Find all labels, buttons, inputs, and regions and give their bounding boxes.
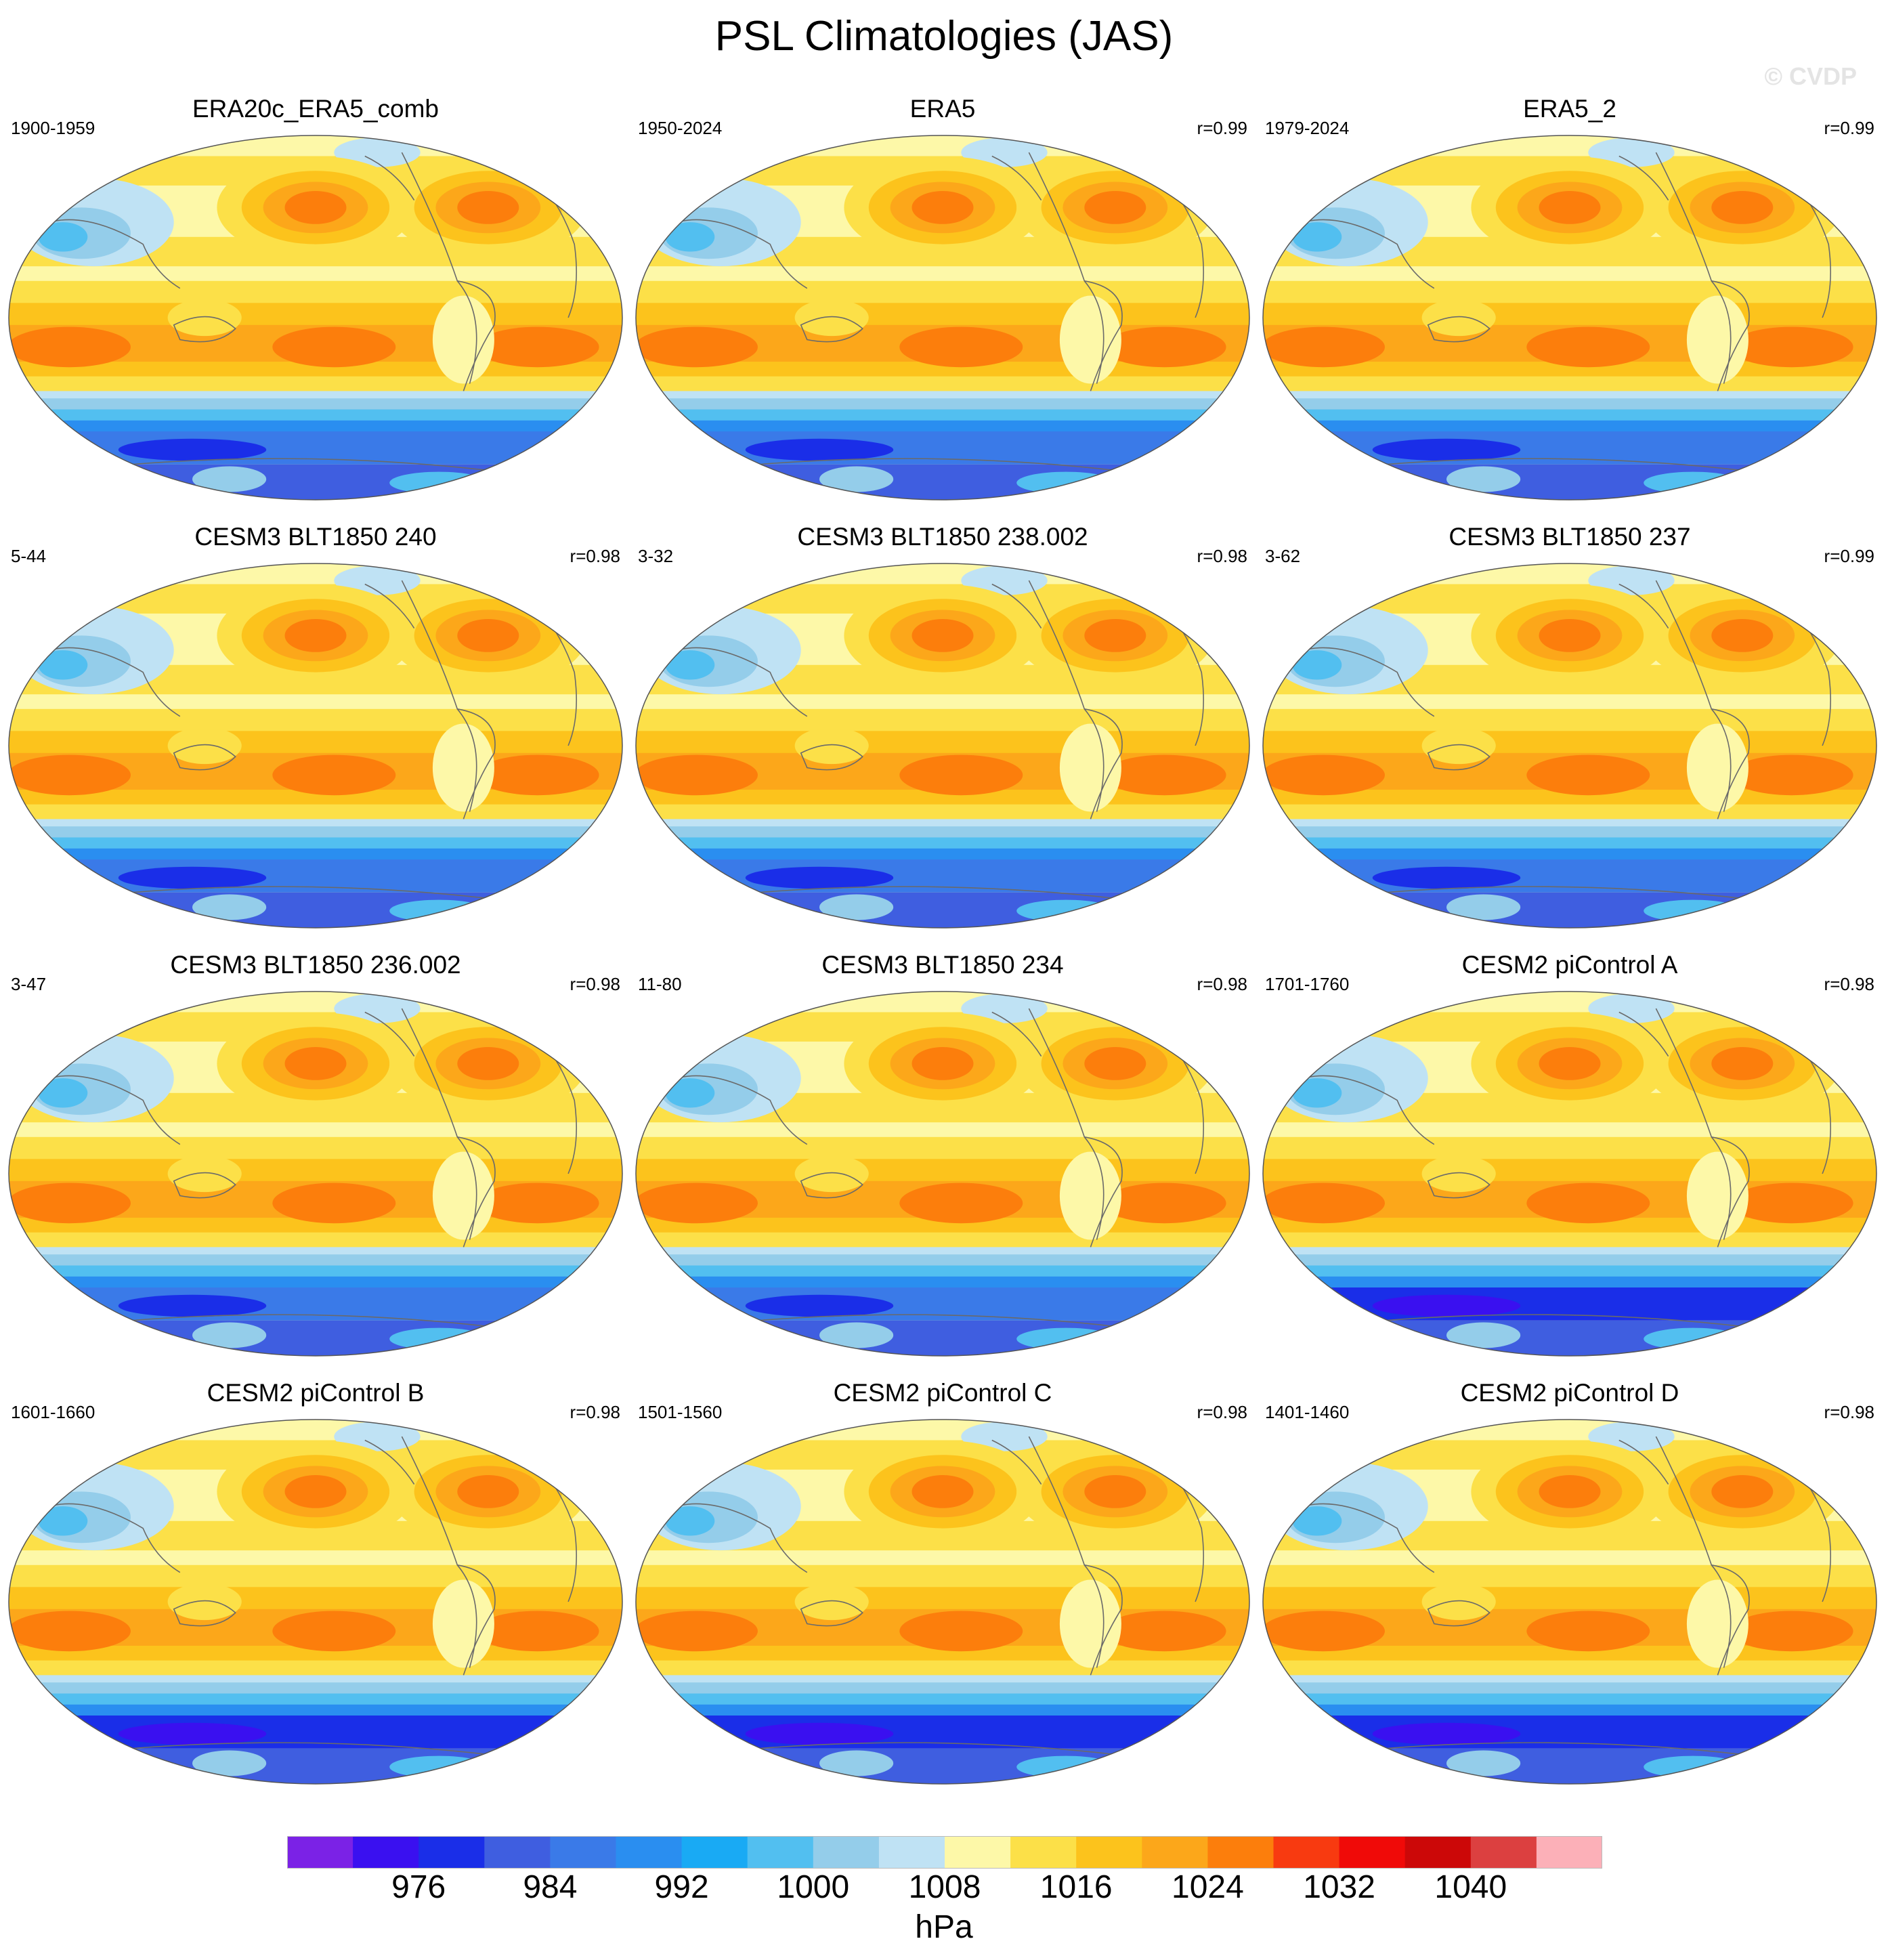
panel-years: 1501-1560 <box>638 1402 723 1422</box>
panel-years: 11-80 <box>638 974 682 994</box>
colorbar-swatch <box>419 1836 485 1869</box>
panel-correlation: r=0.99 <box>1824 546 1874 566</box>
world-map <box>8 563 623 929</box>
map-panel: CESM2 piControl C 1501-1560 r=0.98 <box>631 1379 1254 1806</box>
panel-years: 1979-2024 <box>1265 118 1350 138</box>
panel-correlation: r=0.98 <box>1197 546 1247 566</box>
colorbar-swatch <box>1207 1836 1274 1869</box>
colorbar-swatch <box>1273 1836 1340 1869</box>
colorbar-tick-label: 992 <box>654 1869 709 1905</box>
panel-correlation: r=0.98 <box>570 1402 620 1422</box>
colorbar-tick-label: 1024 <box>1172 1869 1244 1905</box>
world-map <box>1262 991 1877 1357</box>
colorbar-tick-label: 976 <box>391 1869 446 1905</box>
map-panel: CESM2 piControl A 1701-1760 r=0.98 <box>1258 951 1881 1378</box>
colorbar-swatch <box>287 1836 353 1869</box>
panel-correlation: r=0.99 <box>1824 118 1874 138</box>
colorbar-swatch <box>550 1836 616 1869</box>
panel-title: CESM2 piControl D <box>1460 1379 1679 1407</box>
panel-title: ERA5_2 <box>1523 95 1616 123</box>
panel-title: CESM3 BLT1850 238.002 <box>797 523 1088 551</box>
panel-years: 1601-1660 <box>11 1402 95 1422</box>
map-panel: CESM3 BLT1850 236.002 3-47 r=0.98 <box>4 951 627 1378</box>
panel-years: 1401-1460 <box>1265 1402 1350 1422</box>
colorbar-swatch <box>945 1836 1011 1869</box>
colorbar-swatch <box>616 1836 683 1869</box>
map-panel: CESM2 piControl B 1601-1660 r=0.98 <box>4 1379 627 1806</box>
colorbar-tick-label: 1000 <box>777 1869 850 1905</box>
coastlines <box>1292 580 1832 901</box>
world-map <box>635 1419 1250 1785</box>
map-panel: CESM3 BLT1850 234 11-80 r=0.98 <box>631 951 1254 1378</box>
colorbar-swatch <box>1076 1836 1142 1869</box>
map-panel: CESM3 BLT1850 238.002 3-32 r=0.98 <box>631 523 1254 950</box>
colorbar-tick-label: 1008 <box>908 1869 981 1905</box>
world-map <box>8 135 623 500</box>
map-panel: CESM2 piControl D 1401-1460 r=0.98 <box>1258 1379 1881 1806</box>
panel-years: 3-62 <box>1265 546 1301 566</box>
world-map <box>1262 563 1877 929</box>
world-map <box>8 991 623 1357</box>
colorbar-tick-label: 984 <box>523 1869 578 1905</box>
colorbar-units: hPa <box>915 1909 973 1945</box>
panel-years: 5-44 <box>11 546 47 566</box>
colorbar-swatch <box>1536 1836 1602 1869</box>
colorbar-tick-label: 1040 <box>1434 1869 1507 1905</box>
panel-title: CESM2 piControl B <box>207 1379 425 1407</box>
map-panel: ERA20c_ERA5_comb 1900-1959 <box>4 95 627 521</box>
colorbar-swatch <box>813 1836 880 1869</box>
panel-years: 1900-1959 <box>11 118 95 138</box>
colorbar-swatch <box>747 1836 814 1869</box>
coastlines <box>1292 1436 1832 1757</box>
colorbar <box>287 1836 1602 1869</box>
colorbar-swatch <box>1470 1836 1537 1869</box>
colorbar-swatch <box>1404 1836 1472 1869</box>
panel-correlation: r=0.98 <box>1197 974 1247 994</box>
colorbar-swatch <box>1339 1836 1406 1869</box>
panel-title: CESM3 BLT1850 237 <box>1449 523 1691 551</box>
panel-title: CESM2 piControl C <box>833 1379 1052 1407</box>
map-panel: ERA5 1950-2024 r=0.99 <box>631 95 1254 521</box>
watermark: © CVDP <box>1764 62 1857 90</box>
panel-title: ERA20c_ERA5_comb <box>192 95 439 123</box>
panel-title: CESM3 BLT1850 240 <box>194 523 437 551</box>
colorbar-swatch <box>1010 1836 1077 1869</box>
world-map <box>635 135 1250 500</box>
world-map <box>635 563 1250 929</box>
panel-years: 3-32 <box>638 546 674 566</box>
panel-title: ERA5 <box>909 95 976 123</box>
figure-title: PSL Climatologies (JAS) <box>714 13 1174 60</box>
panel-correlation: r=0.98 <box>1824 1402 1874 1422</box>
coastlines <box>38 1436 578 1757</box>
colorbar-swatch <box>681 1836 748 1869</box>
colorbar-swatch <box>1142 1836 1208 1869</box>
coastlines <box>665 1008 1205 1329</box>
panel-title: CESM3 BLT1850 234 <box>821 951 1064 979</box>
panel-correlation: r=0.98 <box>1824 974 1874 994</box>
panel-title: CESM2 piControl A <box>1461 951 1678 979</box>
panel-correlation: r=0.99 <box>1197 118 1247 138</box>
map-panel: CESM3 BLT1850 240 5-44 r=0.98 <box>4 523 627 950</box>
world-map <box>1262 135 1877 500</box>
panel-correlation: r=0.98 <box>1197 1402 1247 1422</box>
coastlines <box>1292 1008 1832 1329</box>
panel-years: 1950-2024 <box>638 118 723 138</box>
world-map <box>635 991 1250 1357</box>
colorbar-swatch <box>878 1836 945 1869</box>
map-panel: ERA5_2 1979-2024 r=0.99 <box>1258 95 1881 521</box>
panel-correlation: r=0.98 <box>570 546 620 566</box>
colorbar-tick-label: 1032 <box>1303 1869 1375 1905</box>
panel-title: CESM3 BLT1850 236.002 <box>170 951 461 979</box>
world-map <box>8 1419 623 1785</box>
panel-years: 3-47 <box>11 974 47 994</box>
map-panel: CESM3 BLT1850 237 3-62 r=0.99 <box>1258 523 1881 950</box>
world-map <box>1262 1419 1877 1785</box>
panel-years: 1701-1760 <box>1265 974 1350 994</box>
panel-correlation: r=0.98 <box>570 974 620 994</box>
colorbar-swatch <box>484 1836 551 1869</box>
colorbar-swatch <box>353 1836 419 1869</box>
colorbar-tick-label: 1016 <box>1039 1869 1113 1905</box>
